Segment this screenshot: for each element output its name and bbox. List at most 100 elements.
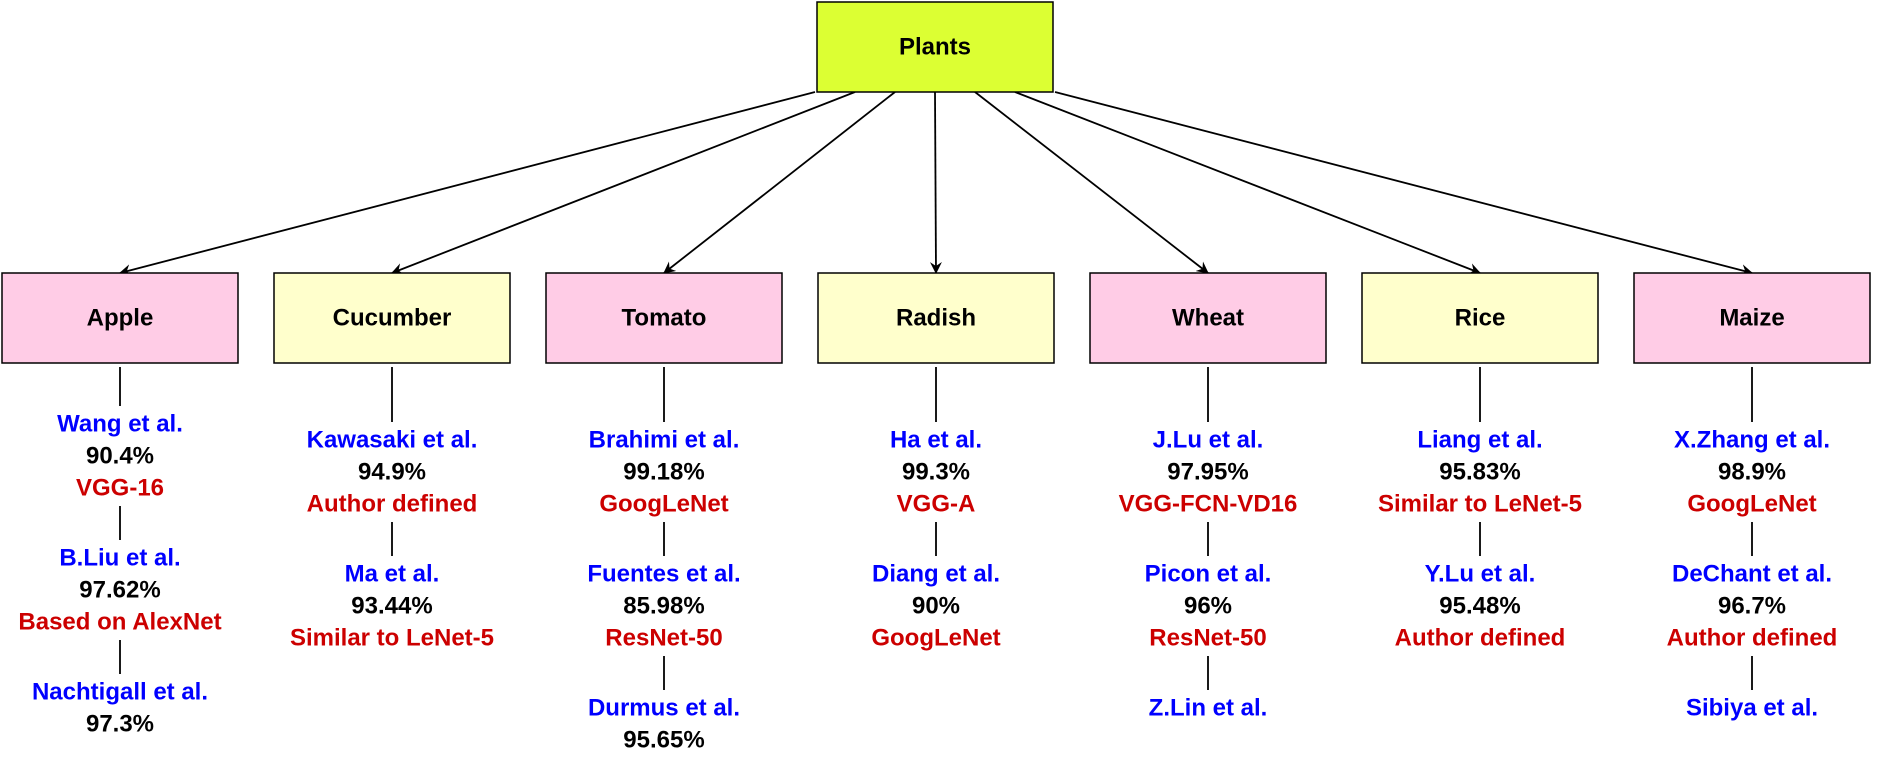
study-model: ResNet-50	[605, 625, 722, 652]
edge-plants-to-radish	[929, 91, 942, 274]
study-entry: Kawasaki et al. 94.9% Author defined	[307, 427, 478, 518]
study-model: GoogLeNet	[871, 625, 1000, 652]
edge-plants-to-maize	[1054, 91, 1753, 277]
study-entry: DeChant et al. 96.7% Author defined	[1667, 561, 1838, 652]
plant-box-wheat	[1089, 272, 1327, 364]
study-accuracy: 95.65%	[623, 727, 704, 754]
study-model: Author defined	[1395, 625, 1566, 652]
study-entry: Picon et al. 96% ResNet-50	[1145, 561, 1272, 652]
plant-box-maize	[1633, 272, 1871, 364]
plant-label-cucumber: Cucumber	[333, 305, 452, 332]
study-entry: Diang et al. 90% GoogLeNet	[871, 561, 1000, 652]
plant-column-apple: Apple Wang et al. 90.4% VGG-16 B.Liu et al. 9…	[1, 272, 239, 738]
edge-plants-to-cucumber	[391, 91, 856, 275]
root-box	[816, 1, 1054, 93]
root-node: Plants	[816, 1, 1054, 93]
plant-box-tomato	[545, 272, 783, 364]
study-model: VGG-FCN-VD16	[1119, 491, 1298, 518]
plant-box-radish	[817, 272, 1055, 364]
study-accuracy: 99.3%	[902, 459, 970, 486]
study-model: VGG-A	[897, 491, 976, 518]
plant-box-cucumber	[273, 272, 511, 364]
plant-label-tomato: Tomato	[622, 305, 707, 332]
study-entry: Ha et al. 99.3% VGG-A	[890, 427, 982, 518]
root-label: Plants	[899, 34, 971, 61]
study-author: Liang et al.	[1417, 427, 1542, 454]
study-author: Y.Lu et al.	[1425, 561, 1536, 588]
study-author: Ha et al.	[890, 427, 982, 454]
plant-label-maize: Maize	[1719, 305, 1784, 332]
study-entry: Brahimi et al. 99.18% GoogLeNet	[589, 427, 740, 518]
study-author: X.Zhang et al.	[1674, 427, 1830, 454]
study-author: J.Lu et al.	[1153, 427, 1264, 454]
study-entry: Ma et al. 93.44% Similar to LeNet-5	[290, 561, 494, 652]
plant-columns: Apple Wang et al. 90.4% VGG-16 B.Liu et al. 9…	[1, 272, 1871, 754]
study-author: Ma et al.	[345, 561, 440, 588]
edge-plants-to-apple	[119, 91, 816, 277]
study-entry: Z.Lin et al.	[1149, 695, 1268, 722]
plant-box-apple	[1, 272, 239, 364]
plant-label-radish: Radish	[896, 305, 976, 332]
edge-plants-to-wheat	[974, 91, 1209, 274]
plant-column-cucumber: Cucumber Kawasaki et al. 94.9% Author defin…	[273, 272, 511, 652]
study-entry: B.Liu et al. 97.62% Based on AlexNet	[18, 545, 221, 636]
study-author: Sibiya et al.	[1686, 695, 1818, 722]
study-entry: Fuentes et al. 85.98% ResNet-50	[587, 561, 740, 652]
study-entry: Wang et al. 90.4% VGG-16	[57, 411, 183, 502]
study-author: Fuentes et al.	[587, 561, 740, 588]
study-accuracy: 97.3%	[86, 711, 154, 738]
study-author: DeChant et al.	[1672, 561, 1832, 588]
study-model: Similar to LeNet-5	[290, 625, 494, 652]
study-model: ResNet-50	[1149, 625, 1266, 652]
plant-column-maize: Maize X.Zhang et al. 98.9% GoogLeNet DeChant…	[1633, 272, 1871, 722]
study-author: Nachtigall et al.	[32, 679, 208, 706]
study-author: B.Liu et al.	[59, 545, 180, 572]
study-model: GoogLeNet	[1687, 491, 1816, 518]
study-author: Wang et al.	[57, 411, 183, 438]
study-model: Based on AlexNet	[18, 609, 221, 636]
study-entry: Nachtigall et al. 97.3%	[32, 679, 208, 738]
study-author: Durmus et al.	[588, 695, 740, 722]
study-entry: Liang et al. 95.83% Similar to LeNet-5	[1378, 427, 1582, 518]
study-author: Diang et al.	[872, 561, 1000, 588]
study-model: Author defined	[307, 491, 478, 518]
study-accuracy: 97.62%	[79, 577, 160, 604]
study-accuracy: 94.9%	[358, 459, 426, 486]
study-accuracy: 90.4%	[86, 443, 154, 470]
plant-label-wheat: Wheat	[1172, 305, 1244, 332]
study-author: Brahimi et al.	[589, 427, 740, 454]
plant-column-tomato: Tomato Brahimi et al. 99.18% GoogLeNet Fuent…	[545, 272, 783, 754]
plant-column-radish: Radish Ha et al. 99.3% VGG-A Diang et al. 90%…	[817, 272, 1055, 652]
study-author: Picon et al.	[1145, 561, 1272, 588]
study-entry: Durmus et al. 95.65%	[588, 695, 740, 754]
edge-plants-to-tomato	[663, 91, 896, 274]
study-author: Z.Lin et al.	[1149, 695, 1268, 722]
plant-column-rice: Rice Liang et al. 95.83% Similar to LeNet-5…	[1361, 272, 1599, 652]
study-entry: Sibiya et al.	[1686, 695, 1818, 722]
study-model: VGG-16	[76, 475, 164, 502]
plant-label-apple: Apple	[87, 305, 154, 332]
study-author: Kawasaki et al.	[307, 427, 478, 454]
study-entry: J.Lu et al. 97.95% VGG-FCN-VD16	[1119, 427, 1298, 518]
study-accuracy: 96.7%	[1718, 593, 1786, 620]
plant-label-rice: Rice	[1455, 305, 1506, 332]
plant-column-wheat: Wheat J.Lu et al. 97.95% VGG-FCN-VD16 Picon …	[1089, 272, 1327, 722]
study-accuracy: 96%	[1184, 593, 1232, 620]
study-accuracy: 85.98%	[623, 593, 704, 620]
study-accuracy: 93.44%	[351, 593, 432, 620]
plant-box-rice	[1361, 272, 1599, 364]
study-accuracy: 90%	[912, 593, 960, 620]
study-entry: X.Zhang et al. 98.9% GoogLeNet	[1674, 427, 1830, 518]
edges-layer	[119, 91, 1753, 277]
study-entry: Y.Lu et al. 95.48% Author defined	[1395, 561, 1566, 652]
study-model: Similar to LeNet-5	[1378, 491, 1582, 518]
study-model: GoogLeNet	[599, 491, 728, 518]
study-accuracy: 95.83%	[1439, 459, 1520, 486]
study-accuracy: 99.18%	[623, 459, 704, 486]
study-accuracy: 95.48%	[1439, 593, 1520, 620]
edge-plants-to-rice	[1014, 91, 1481, 275]
study-model: Author defined	[1667, 625, 1838, 652]
study-accuracy: 97.95%	[1167, 459, 1248, 486]
study-accuracy: 98.9%	[1718, 459, 1786, 486]
